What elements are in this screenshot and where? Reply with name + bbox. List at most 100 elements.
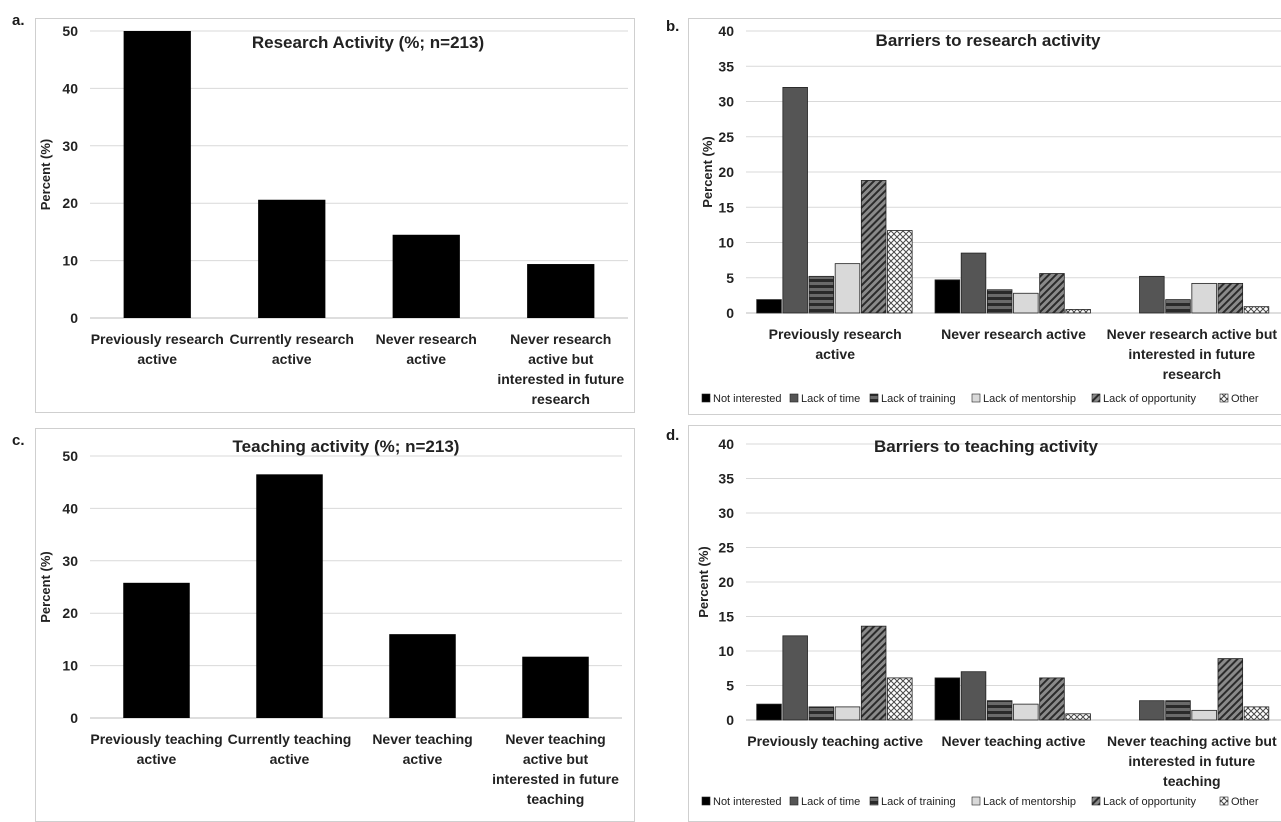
y-tick-label: 10: [718, 235, 734, 251]
bar: [392, 234, 460, 318]
x-category-label: interested in future: [492, 771, 619, 787]
bar: [258, 199, 326, 318]
y-axis-label: Percent (%): [696, 546, 711, 618]
legend-swatch: [1091, 796, 1101, 806]
legend-swatch: [1091, 393, 1101, 403]
bar-lack-of-mentorship: [1013, 703, 1039, 721]
bar-lack-of-opportunity: [1039, 677, 1065, 721]
bar-other: [887, 677, 913, 721]
bar-lack-of-training: [1165, 299, 1191, 314]
bar-lack-of-time: [782, 87, 808, 314]
legend-swatch: [789, 393, 799, 403]
bar-lack-of-opportunity: [1217, 658, 1244, 721]
y-tick-label: 0: [70, 310, 78, 326]
x-category-label: active: [270, 751, 310, 767]
chart-title: Teaching activity (%; n=213): [233, 437, 460, 456]
y-tick-label: 20: [62, 195, 78, 211]
y-tick-label: 50: [62, 23, 78, 39]
y-tick-label: 0: [726, 305, 734, 321]
bar-lack-of-time: [782, 635, 808, 721]
x-category-label: Previously teaching active: [747, 733, 923, 749]
legend-entry: Not interested: [713, 796, 781, 808]
bar-lack-of-mentorship: [1013, 292, 1039, 314]
bar: [389, 634, 456, 718]
x-category-label: teaching: [1163, 773, 1221, 789]
y-tick-label: 30: [718, 505, 734, 521]
legend-entry: Other: [1231, 393, 1259, 405]
bar-lack-of-mentorship: [1191, 282, 1217, 314]
panel-letter: b.: [666, 18, 680, 35]
x-category-label: interested in future: [1128, 346, 1255, 362]
y-tick-label: 20: [718, 164, 734, 180]
chart-title: Barriers to teaching activity: [874, 437, 1098, 456]
x-category-label: active: [403, 751, 443, 767]
y-tick-label: 40: [718, 23, 734, 39]
x-category-label: active but: [523, 751, 589, 767]
bar-other: [1243, 306, 1270, 314]
y-tick-label: 40: [62, 80, 78, 96]
x-category-label: Previously teaching: [90, 731, 222, 747]
y-tick-label: 25: [718, 540, 734, 556]
y-tick-label: 15: [718, 199, 734, 215]
bar: [123, 582, 190, 718]
bar-lack-of-time: [960, 671, 987, 721]
bar-lack-of-mentorship: [834, 706, 861, 721]
y-tick-label: 20: [62, 605, 78, 621]
bar-lack-of-training: [808, 706, 835, 721]
bar-not-interested: [934, 279, 961, 314]
chart-title: Barriers to research activity: [876, 31, 1101, 50]
bar-lack-of-time: [960, 252, 987, 314]
y-tick-label: 15: [718, 609, 734, 625]
legend-swatch: [789, 796, 799, 806]
x-category-label: active: [815, 346, 855, 362]
bar-lack-of-opportunity: [860, 625, 887, 721]
x-category-label: Never research active but: [1107, 326, 1278, 342]
bar-lack-of-time: [1139, 700, 1165, 721]
x-category-label: Never teaching active: [942, 733, 1086, 749]
x-category-label: Never research: [510, 331, 611, 347]
x-category-label: active: [406, 351, 446, 367]
bar-lack-of-opportunity: [1217, 282, 1244, 314]
panel-letter: a.: [12, 12, 25, 29]
x-category-label: Previously research: [91, 331, 224, 347]
y-tick-label: 0: [70, 710, 78, 726]
x-category-label: Never teaching: [505, 731, 605, 747]
legend-swatch: [701, 796, 711, 806]
x-category-label: Currently research: [229, 331, 354, 347]
y-tick-label: 10: [718, 643, 734, 659]
chart-d: 0 5 10 15 20 25 30 35 40 Percent (%) Barriers to t…: [696, 436, 1281, 808]
y-axis-label: Percent (%): [38, 551, 53, 623]
x-category-label: interested in future: [497, 371, 624, 387]
legend-swatch: [701, 393, 711, 403]
y-tick-label: 50: [62, 448, 78, 464]
y-tick-label: 25: [718, 129, 734, 145]
chart-frame: [688, 18, 1281, 415]
bar: [256, 474, 323, 718]
bar-lack-of-training: [986, 700, 1013, 721]
legend-entry: Lack of time: [801, 796, 860, 808]
bar-lack-of-mentorship: [834, 263, 861, 314]
legend-entry: Lack of mentorship: [983, 393, 1076, 405]
y-tick-label: 30: [718, 94, 734, 110]
bar-other: [1243, 706, 1270, 721]
legend-entry: Lack of time: [801, 393, 860, 405]
bar-other: [887, 230, 913, 314]
legend-entry: Lack of opportunity: [1103, 393, 1196, 405]
y-axis-label: Percent (%): [700, 136, 715, 208]
x-category-label: Previously research: [769, 326, 902, 342]
bar-lack-of-mentorship: [1191, 709, 1217, 721]
bar-lack-of-training: [986, 289, 1013, 314]
x-category-label: teaching: [527, 791, 585, 807]
legend-swatch: [1219, 796, 1229, 806]
legend-swatch: [971, 393, 981, 403]
bar: [123, 31, 191, 318]
bar-lack-of-training: [1165, 700, 1191, 721]
x-category-label: Never research active: [941, 326, 1086, 342]
bar: [522, 656, 589, 718]
legend-entry: Lack of opportunity: [1103, 796, 1196, 808]
legend-swatch: [869, 796, 879, 806]
y-tick-label: 10: [62, 253, 78, 269]
x-category-label: Never teaching active but: [1107, 733, 1277, 749]
bar-other: [1065, 713, 1091, 721]
chart-c: 0 10 20 30 40 50 Percent (%) Teaching activity …: [38, 437, 622, 807]
